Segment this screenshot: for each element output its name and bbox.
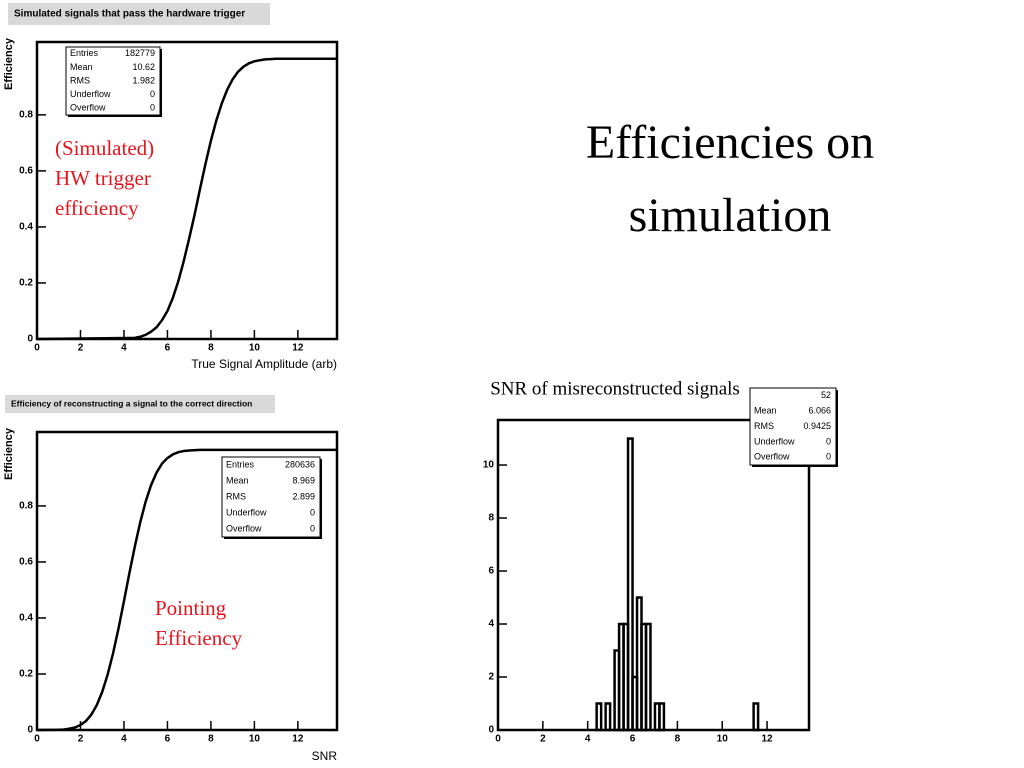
x-tick-label: 10 (717, 734, 729, 745)
stats-label: Underflow (754, 436, 795, 446)
x-tick-label: 2 (78, 343, 84, 354)
x-tick-label: 4 (585, 734, 591, 745)
annotation: HW trigger (55, 166, 151, 190)
title-box (5, 395, 275, 413)
x-tick-label: 12 (762, 734, 774, 745)
stats-value: 0 (310, 507, 315, 517)
x-tick-label: 4 (121, 343, 127, 354)
stats-label: Overflow (754, 452, 790, 462)
y-tick-label: 2 (488, 672, 494, 683)
x-tick-label: 6 (630, 734, 636, 745)
histogram-bar (595, 702, 603, 732)
stats-value: 2.899 (292, 491, 315, 501)
chart-title: Efficiency of reconstructing a signal to… (11, 398, 252, 408)
stats-value: 0 (826, 436, 831, 446)
x-tick-label: 8 (208, 343, 214, 354)
x-tick-label: 10 (249, 734, 261, 745)
annotation: (Simulated) (55, 136, 154, 160)
histogram-bar (644, 622, 652, 732)
stats-label: RMS (754, 421, 774, 431)
y-tick-label: 0.4 (19, 613, 33, 624)
stats-value: 52 (821, 390, 831, 400)
stats-label: Overflow (70, 103, 106, 113)
x-tick-label: 0 (495, 734, 501, 745)
x-tick-label: 0 (34, 734, 40, 745)
y-axis-label: Efficiency (3, 427, 15, 480)
stats-value: 6.066 (808, 405, 831, 415)
stats-label: Overflow (226, 523, 262, 533)
annotation: Pointing (155, 596, 227, 620)
y-tick-label: 0.6 (19, 557, 33, 568)
stats-value: 0 (826, 452, 831, 462)
stats-label: Mean (226, 475, 249, 485)
y-tick-label: 6 (488, 566, 494, 577)
stats-value: 1.982 (132, 75, 155, 85)
stats-label: Entries (70, 48, 99, 58)
title-box (8, 3, 270, 25)
stats-label: Mean (70, 62, 93, 72)
stats-value: 0 (150, 103, 155, 113)
chart-title: Simulated signals that pass the hardware… (14, 9, 245, 20)
stats-value: 10.62 (132, 62, 155, 72)
x-tick-label: 2 (540, 734, 546, 745)
stats-value: 0.9425 (803, 421, 831, 431)
stats-label: Underflow (70, 89, 111, 99)
stats-label: RMS (226, 491, 246, 501)
stats-value: 280636 (285, 459, 315, 469)
y-tick-label: 0.4 (19, 222, 33, 233)
y-tick-label: 0 (27, 334, 33, 345)
plot-frame (35, 40, 339, 341)
y-tick-label: 0.2 (19, 278, 33, 289)
x-axis-label: True Signal Amplitude (arb) (191, 357, 337, 371)
y-tick-label: 0.8 (19, 109, 33, 120)
stats-value: 8.969 (292, 475, 315, 485)
y-tick-label: 10 (483, 460, 495, 471)
x-tick-label: 2 (78, 734, 84, 745)
x-tick-label: 8 (675, 734, 681, 745)
slide-title: Efficiencies on (586, 116, 874, 169)
x-tick-label: 4 (121, 734, 127, 745)
y-tick-label: 0.2 (19, 669, 33, 680)
slide-title: simulation (629, 189, 832, 242)
stats-value: 0 (310, 523, 315, 533)
x-tick-label: 6 (165, 734, 171, 745)
plot-frame (496, 418, 811, 732)
stats-label: Underflow (226, 507, 267, 517)
x-tick-label: 12 (292, 343, 304, 354)
stats-value: 0 (150, 89, 155, 99)
x-tick-label: 8 (208, 734, 214, 745)
y-tick-label: 8 (488, 513, 494, 524)
x-tick-label: 0 (34, 343, 40, 354)
y-tick-label: 0 (27, 725, 33, 736)
stats-value: 182779 (125, 48, 155, 58)
stats-box (749, 387, 837, 466)
stats-box (221, 456, 321, 538)
histogram-bar (658, 702, 666, 732)
y-axis-label: Efficiency (3, 37, 15, 90)
chart-title: SNR of misreconstructed signals (490, 378, 740, 399)
efficiency-curve (36, 448, 337, 732)
y-tick-label: 4 (488, 619, 494, 630)
y-tick-label: 0.8 (19, 501, 33, 512)
stats-box (65, 46, 161, 116)
plot-frame (35, 430, 339, 732)
stats-label: Entries (226, 459, 255, 469)
y-tick-label: 0.6 (19, 166, 33, 177)
annotation: efficiency (55, 196, 139, 220)
histogram-bar (752, 702, 760, 732)
y-tick-label: 0 (488, 725, 494, 736)
efficiency-curve (36, 57, 337, 341)
stats-label: RMS (70, 75, 90, 85)
histogram-bar (604, 702, 612, 732)
x-axis-label: SNR (312, 749, 338, 763)
annotation: Efficiency (155, 626, 243, 650)
histogram-bar (626, 437, 634, 732)
stats-label: Mean (754, 405, 777, 415)
x-tick-label: 6 (165, 343, 171, 354)
x-tick-label: 12 (292, 734, 304, 745)
x-tick-label: 10 (249, 343, 261, 354)
